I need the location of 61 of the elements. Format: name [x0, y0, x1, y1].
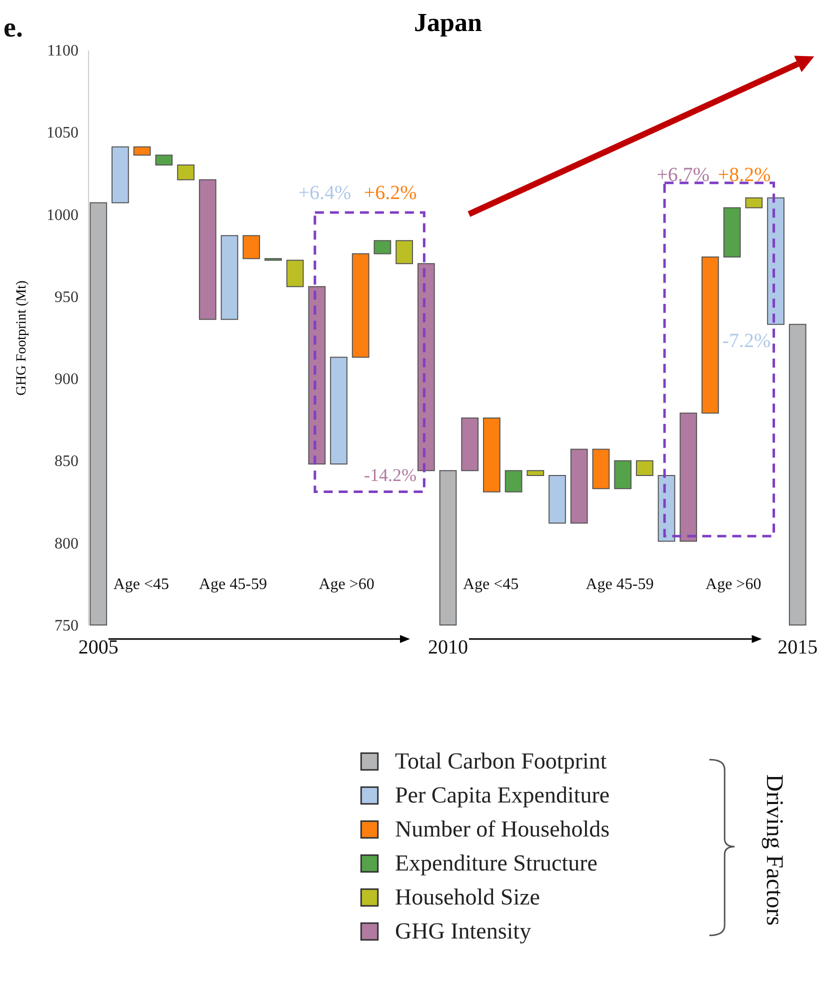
bar — [636, 460, 654, 476]
bar — [198, 179, 216, 320]
legend-label: Number of Households — [395, 816, 610, 842]
bar — [242, 235, 260, 260]
legend-label: Expenditure Structure — [395, 850, 598, 876]
bar — [614, 460, 632, 490]
text: Driving Factors — [761, 774, 788, 926]
legend-label: Per Capita Expenditure — [395, 782, 610, 808]
annotation: +6.7% — [656, 164, 710, 186]
y-axis-title: GHG Footprint (Mt) — [14, 280, 30, 396]
bar — [526, 470, 544, 476]
x-tick-label: 2010 — [428, 636, 468, 658]
annotation: +6.2% — [364, 182, 417, 204]
bar — [745, 197, 763, 208]
bar — [133, 146, 151, 156]
bar — [592, 448, 610, 490]
bar — [461, 418, 479, 472]
annotation: Age <45 — [113, 576, 170, 594]
bar — [767, 197, 784, 325]
bar — [396, 240, 413, 264]
y-tick-label: 1050 — [46, 124, 78, 142]
annotation: Age <45 — [462, 576, 519, 594]
legend-label: Household Size — [395, 884, 540, 910]
annotation: -7.2% — [722, 330, 771, 352]
annotation: Age >60 — [318, 576, 374, 594]
bar — [504, 470, 522, 492]
bar — [155, 154, 173, 166]
bar — [308, 286, 326, 464]
y-tick-label: 750 — [54, 618, 78, 634]
y-tick-label: 850 — [54, 453, 78, 470]
x-tick-label: 2015 — [778, 636, 818, 658]
annotation: Age >60 — [706, 576, 762, 594]
legend-label: Total Carbon Footprint — [395, 748, 608, 774]
y-tick-label: 800 — [54, 535, 78, 552]
x-tick-label: 2005 — [78, 636, 118, 658]
annotation: -14.2% — [364, 465, 417, 486]
bar — [680, 412, 698, 542]
text: e. — [4, 12, 23, 44]
bar — [702, 256, 719, 414]
bar — [286, 260, 304, 288]
chart-title: Japan — [414, 8, 482, 37]
bar — [352, 253, 370, 358]
y-tick-label: 900 — [54, 371, 78, 388]
y-tick-label: 950 — [54, 288, 78, 306]
legend-label: GHG Intensity — [395, 918, 532, 944]
annotation: Age 45-59 — [198, 576, 267, 594]
y-tick-label: 1000 — [46, 206, 78, 224]
bar — [548, 475, 566, 524]
bar — [177, 164, 194, 180]
bar — [570, 448, 588, 524]
y-tick-label: 1100 — [47, 42, 78, 60]
annotation: +8.2% — [718, 164, 771, 186]
bar — [220, 235, 238, 320]
annotation: +6.4% — [298, 182, 352, 204]
bar — [483, 418, 500, 492]
bar — [374, 240, 392, 254]
bar — [417, 263, 435, 472]
bar — [723, 207, 741, 258]
annotation: Age 45-59 — [586, 576, 654, 594]
bar — [112, 146, 129, 204]
bar — [330, 356, 348, 464]
